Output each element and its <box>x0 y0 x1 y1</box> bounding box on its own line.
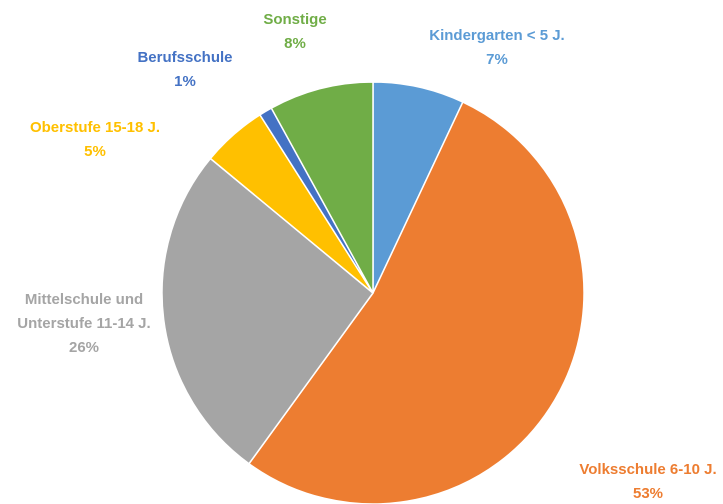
value-label: 7% <box>486 51 508 68</box>
value-label: 1% <box>174 73 196 90</box>
category-label: Volksschule 6-10 J. <box>579 461 717 478</box>
category-label: Berufsschule <box>137 49 233 66</box>
value-label: 53% <box>632 485 664 502</box>
value-label: 5% <box>84 143 106 160</box>
category-label: Oberstufe 15-18 J. <box>29 119 161 136</box>
slice-label: Oberstufe 15-18 J. 5% <box>5 116 185 164</box>
pie-slice <box>247 101 585 504</box>
slice-label: Sonstige 8% <box>235 8 355 56</box>
category-label: Kindergarten < 5 J. <box>429 27 565 44</box>
pie-slice <box>270 81 374 294</box>
slice-label: Berufsschule 1% <box>115 46 255 94</box>
slice-label: Volksschule 6-10 J. 53% <box>548 458 723 504</box>
slice-label: Kindergarten < 5 J. 7% <box>387 24 607 72</box>
pie-slice <box>161 157 375 465</box>
value-label: 8% <box>284 35 306 52</box>
category-label: Mittelschule und Unterstufe 11-14 J. <box>17 291 151 332</box>
slice-label: Mittelschule und Unterstufe 11-14 J. 26% <box>14 288 154 360</box>
category-label: Sonstige <box>263 11 327 28</box>
value-label: 26% <box>68 339 100 356</box>
